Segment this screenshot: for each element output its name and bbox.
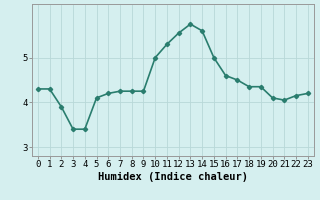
X-axis label: Humidex (Indice chaleur): Humidex (Indice chaleur) [98,172,248,182]
